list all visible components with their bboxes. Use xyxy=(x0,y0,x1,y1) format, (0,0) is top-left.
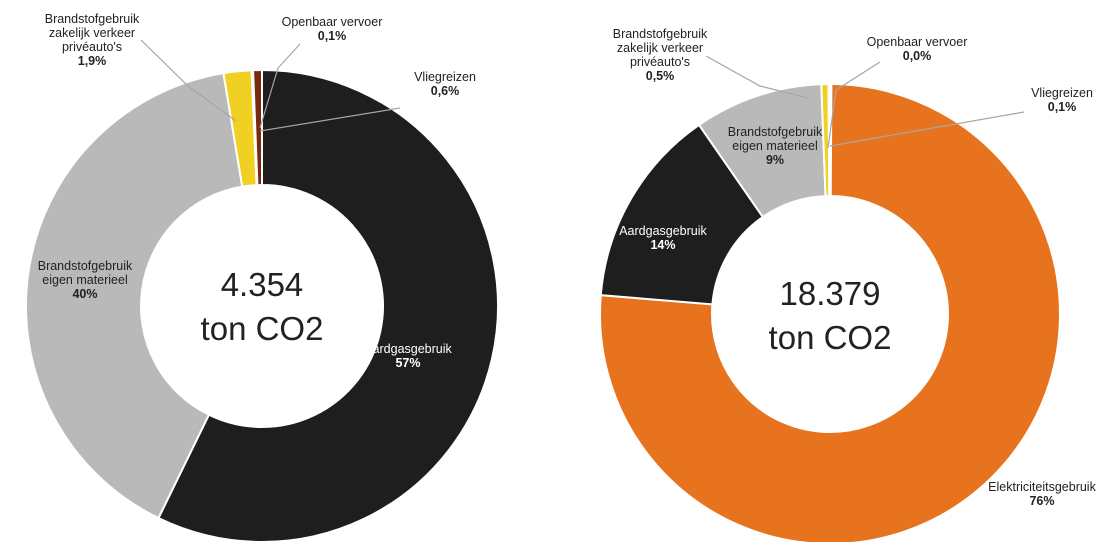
data-label-category: eigen materieel xyxy=(42,273,127,287)
data-label-category: Brandstofgebruik xyxy=(613,27,708,41)
data-label-category: Brandstofgebruik xyxy=(45,12,140,26)
leader-line xyxy=(827,61,881,149)
data-label-percent: 57% xyxy=(395,356,420,370)
data-label-percent: 1,9% xyxy=(78,54,107,68)
slice-brandstofgebruik-eigen-materieel xyxy=(25,72,244,520)
slice-vliegreizen xyxy=(252,68,263,187)
data-label-percent: 14% xyxy=(650,238,675,252)
slice-vliegreizen xyxy=(828,82,833,198)
leader-line xyxy=(259,107,401,132)
center-text-line-1: 4.354 xyxy=(221,266,304,303)
data-label-category: eigen materieel xyxy=(732,139,817,153)
center-text-line-1: 18.379 xyxy=(780,275,881,312)
data-label-category: Openbaar vervoer xyxy=(282,15,383,29)
data-label-percent: 76% xyxy=(1029,494,1054,508)
leader-line xyxy=(140,39,237,122)
data-label-category: privéauto's xyxy=(62,40,122,54)
data-label-category: Openbaar vervoer xyxy=(867,35,968,49)
data-label-percent: 0,1% xyxy=(318,29,347,43)
data-label-category: Elektriciteitsgebruik xyxy=(988,480,1096,494)
data-label-category: Aardgasgebruik xyxy=(619,224,707,238)
data-label-percent: 9% xyxy=(766,153,784,167)
data-label-category: zakelijk verkeer xyxy=(49,26,135,40)
data-label-category: Aardgasgebruik xyxy=(364,342,452,356)
data-label-percent: 0,5% xyxy=(646,69,675,83)
leader-line xyxy=(705,55,809,99)
data-label-percent: 0,0% xyxy=(903,49,932,63)
data-label-category: privéauto's xyxy=(630,55,690,69)
data-label-category: Brandstofgebruik xyxy=(38,259,133,273)
data-label-percent: 0,1% xyxy=(1048,100,1077,114)
leader-line xyxy=(259,43,301,129)
data-label-percent: 40% xyxy=(72,287,97,301)
slice-aardgasgebruik xyxy=(599,123,765,306)
data-label-category: zakelijk verkeer xyxy=(617,41,703,55)
data-label-category: Vliegreizen xyxy=(414,70,476,84)
center-text-line-2: ton CO2 xyxy=(201,310,324,347)
data-label-category: Brandstofgebruik xyxy=(728,125,823,139)
data-label-percent: 0,6% xyxy=(431,84,460,98)
slice-elektriciteitsgebruik xyxy=(599,82,1061,542)
leader-line xyxy=(829,111,1025,147)
data-label-category: Vliegreizen xyxy=(1031,86,1093,100)
center-text-line-2: ton CO2 xyxy=(769,319,892,356)
